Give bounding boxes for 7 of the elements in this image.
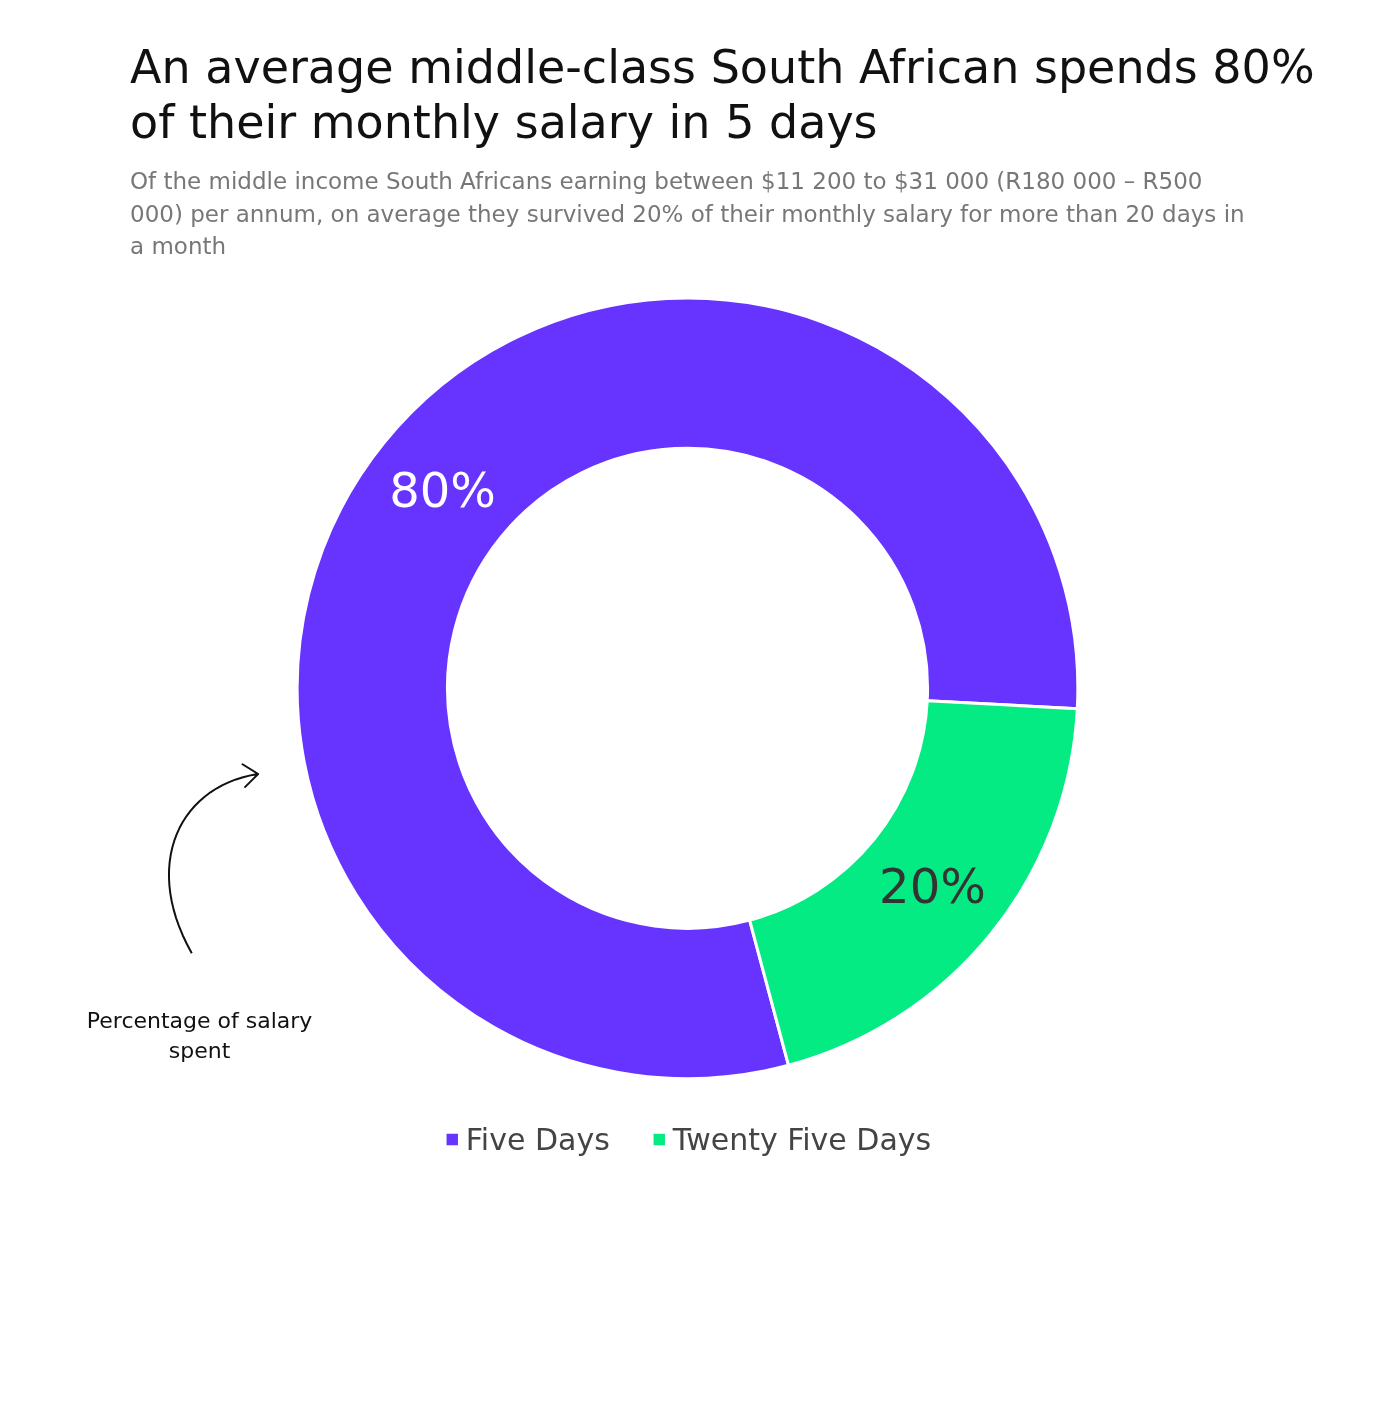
- chart-title: An average middle-class South African spends 80% of their monthly salary in 5 days: [130, 40, 1316, 151]
- legend-label: Twenty Five Days: [672, 1121, 932, 1157]
- data-label: 80%: [389, 462, 496, 519]
- chart-subtitle: Of the middle income South Africans earning between $11 200 to $31 000 (R180 000 – R500 000) per annum, on average they survived 20% of their monthly salary for more than 20 days in a month: [130, 167, 1246, 261]
- text: Percentage of salary spent: [86, 1007, 313, 1063]
- data-label: 20%: [879, 858, 986, 915]
- legend-label: Five Days: [465, 1121, 610, 1157]
